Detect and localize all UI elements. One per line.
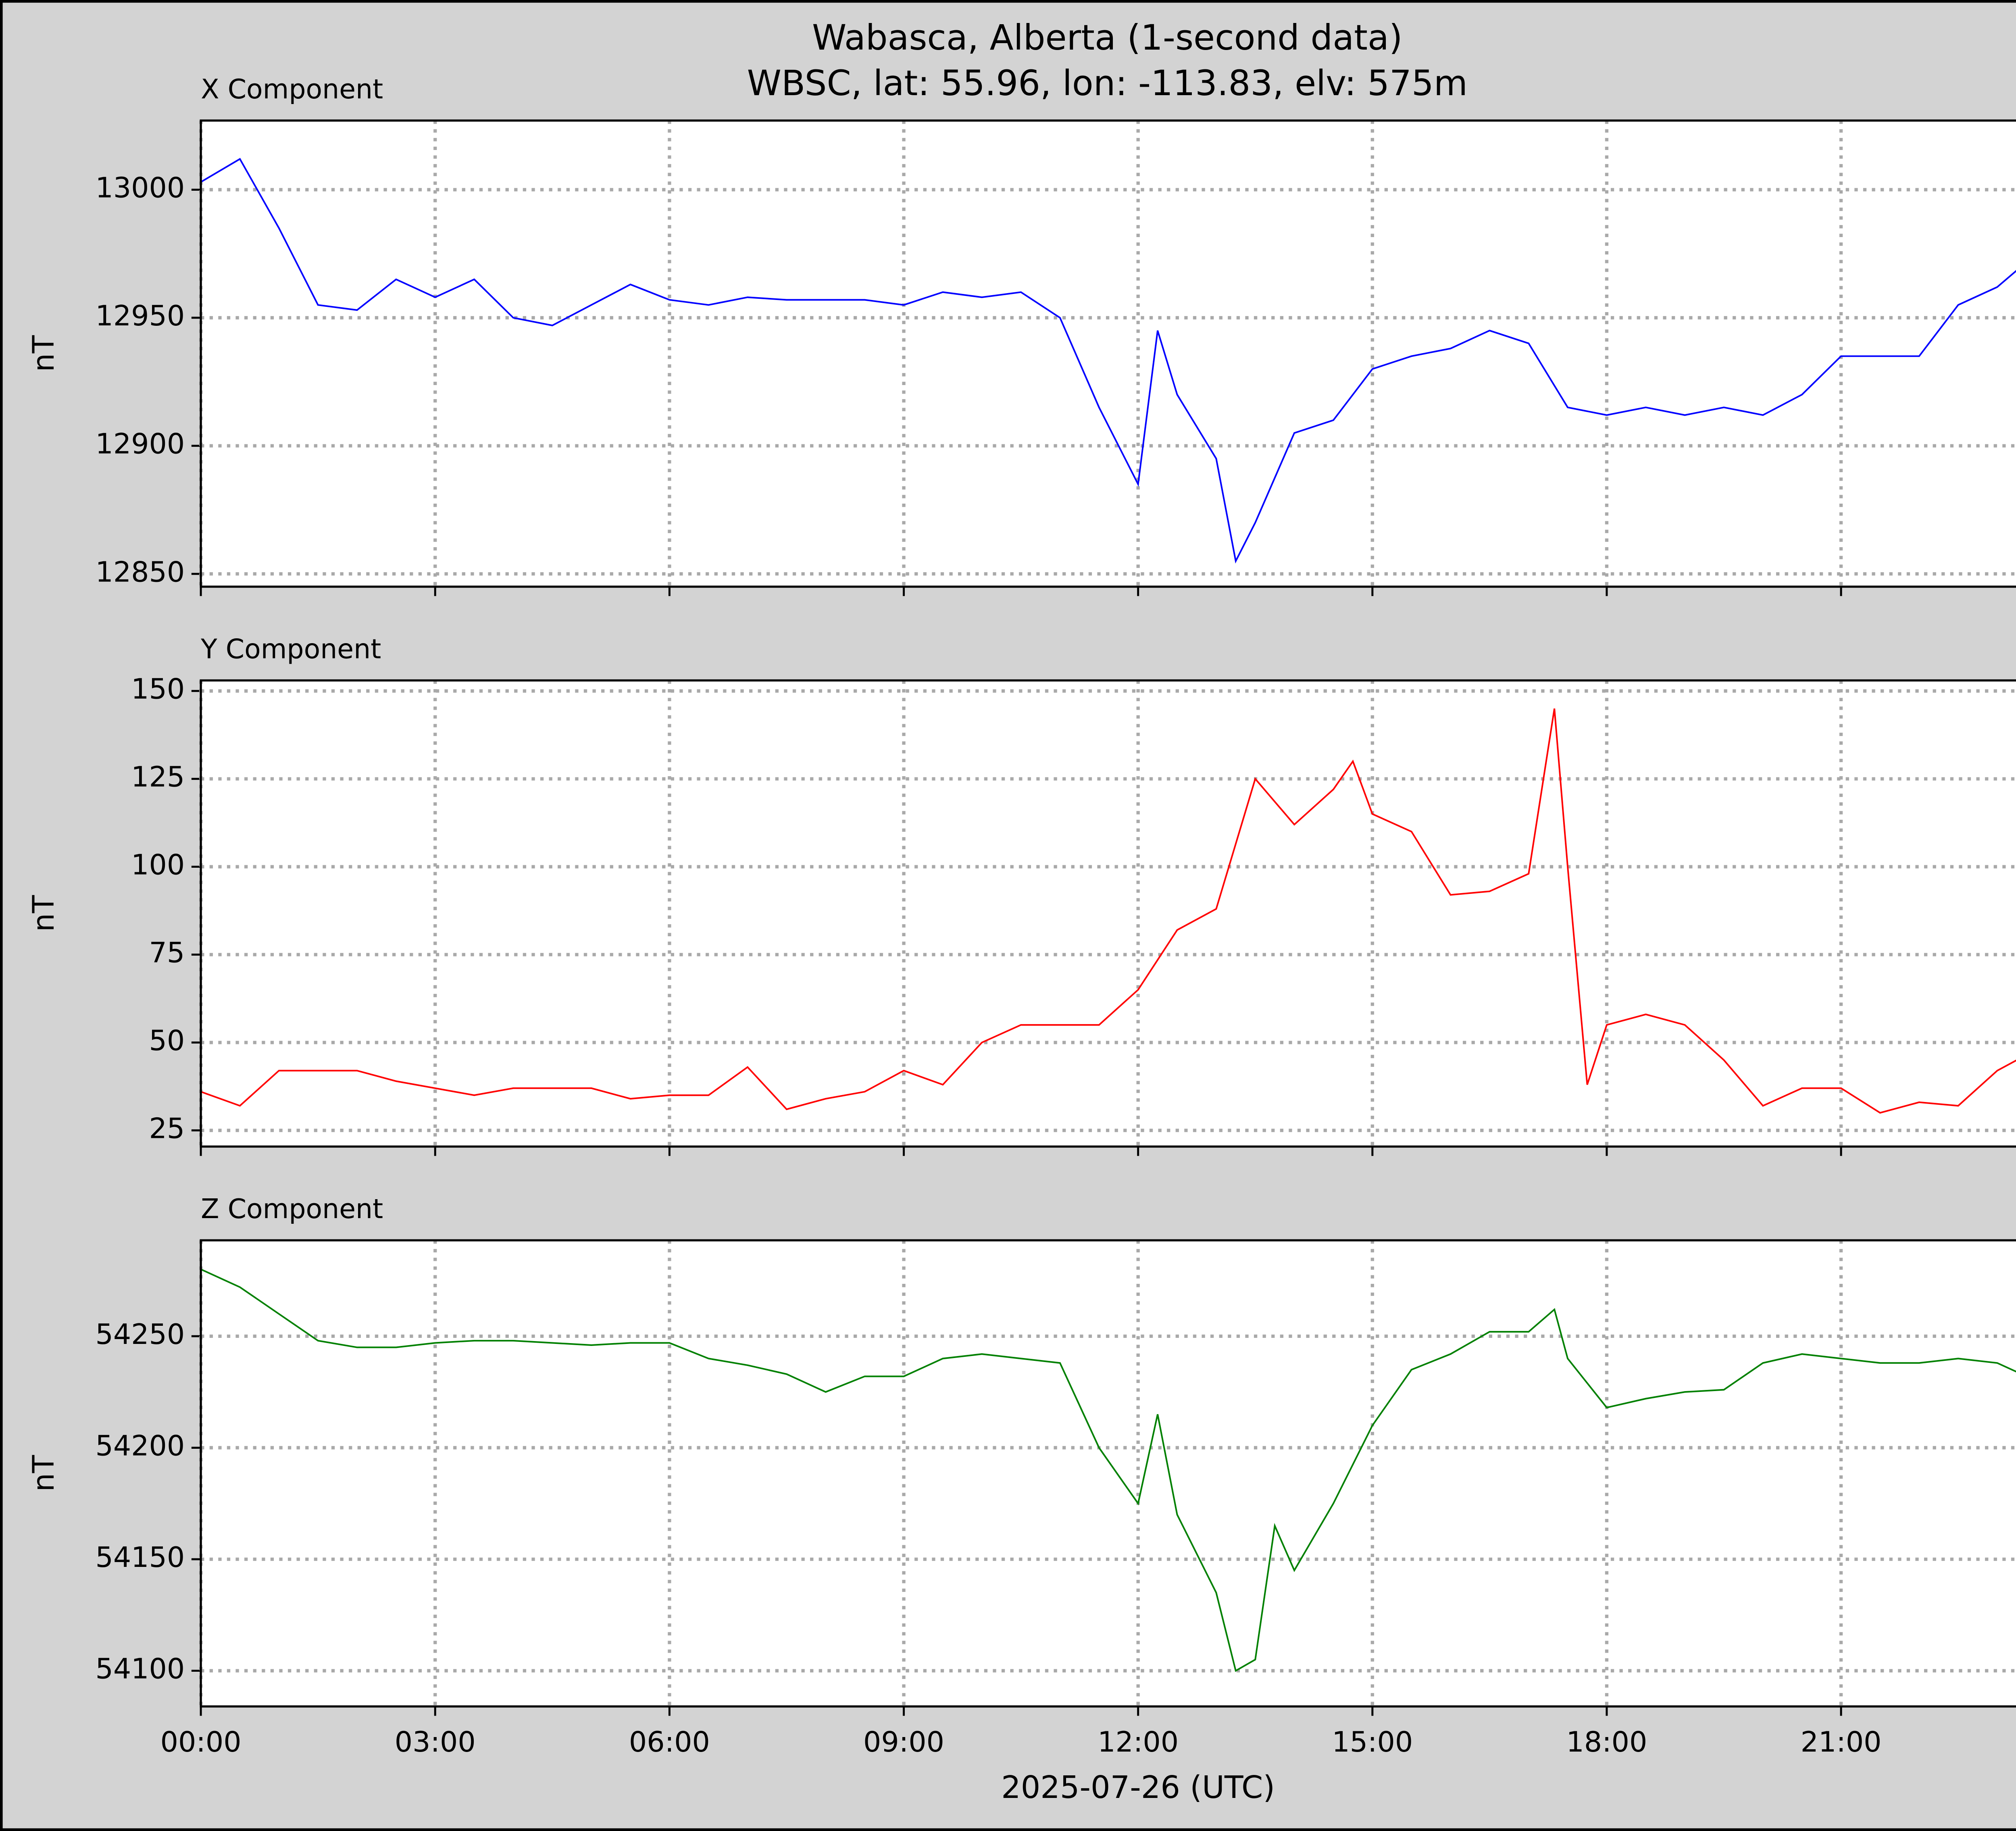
y-axis-label: nT (27, 335, 61, 372)
plot-frame (200, 1239, 2016, 1708)
x-tick-label: 21:00 (1801, 1726, 1882, 1758)
plot-frame (200, 679, 2016, 1148)
y-tick-label: 75 (149, 937, 185, 969)
y-tick-label: 54250 (95, 1318, 185, 1351)
y-axis-label: nT (27, 1455, 61, 1491)
x-tick-label: 09:00 (863, 1726, 944, 1758)
figure-subtitle: WBSC, lat: 55.96, lon: -113.83, elv: 575… (747, 63, 1468, 104)
y-tick-label: 12900 (95, 428, 185, 460)
x-tick-label: 00:00 (160, 1726, 242, 1758)
y-axis-label: nT (27, 895, 61, 932)
panel-title: Z Component (201, 1193, 383, 1225)
x-axis-label: 2025-07-26 (UTC) (1001, 1770, 1275, 1806)
plot-frame (200, 119, 2016, 588)
panel-title: Y Component (200, 633, 381, 664)
data-line (200, 158, 2016, 564)
y-tick-label: 12950 (95, 300, 185, 332)
x-tick-label: 06:00 (629, 1726, 710, 1758)
y-tick-label: 54200 (95, 1429, 185, 1462)
y-tick-label: 13000 (95, 171, 185, 204)
plot-area (201, 680, 2016, 1147)
y-tick-label: 150 (131, 673, 185, 706)
y-tick-label: 25 (149, 1112, 185, 1145)
y-tick-label: 54150 (95, 1541, 185, 1574)
y-tick-label: 12850 (95, 556, 185, 588)
figure-title: Wabasca, Alberta (1-second data) (812, 18, 1403, 58)
x-tick-label: 12:00 (1098, 1726, 1179, 1758)
x-tick-label: 03:00 (395, 1726, 476, 1758)
y-tick-label: 54100 (95, 1653, 185, 1685)
x-tick-label: 18:00 (1566, 1726, 1647, 1758)
panel-title: X Component (201, 73, 383, 105)
data-line (200, 1269, 2016, 1672)
y-tick-label: 100 (131, 849, 185, 881)
data-line (200, 708, 2016, 1114)
y-tick-label: 50 (149, 1024, 185, 1057)
plot-area (201, 1240, 2016, 1707)
plot-area (201, 120, 2016, 587)
y-tick-label: 125 (131, 761, 185, 794)
x-tick-label: 15:00 (1332, 1726, 1413, 1758)
